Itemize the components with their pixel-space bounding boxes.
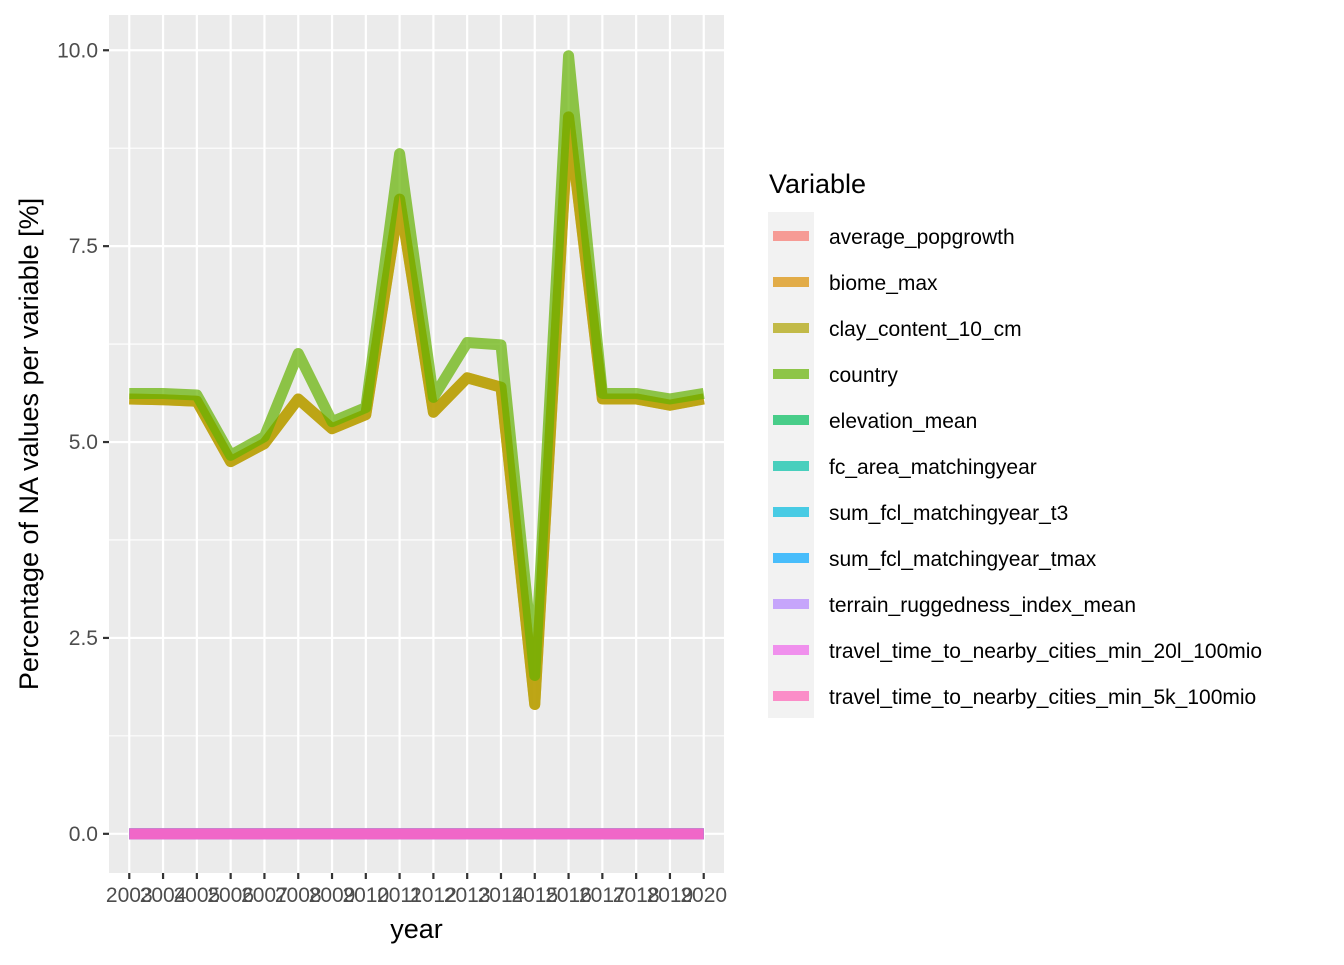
legend-title: Variable — [769, 169, 866, 199]
x-axis: 2003200420052006200720082009201020112012… — [106, 873, 727, 907]
legend-key-elevation_mean — [773, 415, 809, 425]
panel-background — [109, 15, 724, 873]
x-tick-label: 2017 — [579, 884, 626, 907]
legend-key-fc_area_matchingyear — [773, 461, 809, 471]
y-axis-label: Percentage of NA values per variable [%] — [14, 198, 44, 690]
x-tick-label: 2013 — [444, 884, 491, 907]
x-tick-label: 2004 — [140, 884, 187, 907]
legend-label-travel_time_to_nearby_cities_min_5k_100mio: travel_time_to_nearby_cities_min_5k_100m… — [829, 686, 1256, 709]
legend-items: average_popgrowth biome_max clay_content_1… — [773, 226, 1262, 709]
x-tick-label: 2020 — [680, 884, 727, 907]
x-tick-label: 2003 — [106, 884, 153, 907]
legend-label-biome_max: biome_max — [829, 272, 938, 295]
legend-key-terrain_ruggedness_index_mean — [773, 599, 809, 609]
legend-key-biome_max — [773, 277, 809, 287]
legend-key-sum_fcl_matchingyear_tmax — [773, 553, 809, 563]
x-tick-label: 2014 — [478, 884, 525, 907]
x-tick-label: 2006 — [207, 884, 254, 907]
legend-key-travel_time_to_nearby_cities_min_5k_100mio — [773, 691, 809, 701]
x-tick-label: 2011 — [377, 884, 422, 907]
legend-label-travel_time_to_nearby_cities_min_20l_100mio: travel_time_to_nearby_cities_min_20l_100… — [829, 640, 1262, 663]
x-axis-label: year — [390, 914, 443, 944]
x-tick-label: 2015 — [511, 884, 558, 907]
x-tick-label: 2008 — [275, 884, 322, 907]
series-line-country — [129, 50, 705, 682]
series-layer — [129, 50, 705, 840]
x-tick-label: 2019 — [647, 884, 694, 907]
y-tick-label: 10.0 — [57, 39, 98, 62]
legend-label-fc_area_matchingyear: fc_area_matchingyear — [829, 456, 1037, 479]
legend-key-average_popgrowth — [773, 231, 809, 241]
legend-key-country — [773, 369, 809, 379]
x-tick-label: 2010 — [342, 884, 389, 907]
legend: Variable average_popgrowth biome_max clay_… — [768, 169, 1262, 718]
legend-label-elevation_mean: elevation_mean — [829, 410, 977, 433]
legend-key-clay_content_10_cm — [773, 323, 809, 333]
y-tick-label: 5.0 — [69, 431, 98, 454]
y-tick-label: 0.0 — [69, 823, 98, 846]
x-tick-label: 2012 — [410, 884, 457, 907]
x-tick-label: 2016 — [545, 884, 592, 907]
legend-label-average_popgrowth: average_popgrowth — [829, 226, 1015, 249]
x-tick-label: 2005 — [173, 884, 220, 907]
legend-label-sum_fcl_matchingyear_t3: sum_fcl_matchingyear_t3 — [829, 502, 1068, 525]
y-tick-label: 2.5 — [69, 627, 98, 650]
legend-label-country: country — [829, 364, 898, 387]
x-tick-label: 2018 — [613, 884, 660, 907]
y-axis: 0.0 2.5 5.0 7.5 10.0 — [57, 39, 109, 846]
legend-label-clay_content_10_cm: clay_content_10_cm — [829, 318, 1022, 341]
x-tick-label: 2007 — [241, 884, 288, 907]
legend-key-sum_fcl_matchingyear_t3 — [773, 507, 809, 517]
legend-label-terrain_ruggedness_index_mean: terrain_ruggedness_index_mean — [829, 594, 1136, 617]
y-tick-label: 7.5 — [69, 235, 98, 258]
legend-key-travel_time_to_nearby_cities_min_20l_100mio — [773, 645, 809, 655]
legend-label-sum_fcl_matchingyear_tmax: sum_fcl_matchingyear_tmax — [829, 548, 1097, 571]
x-tick-label: 2009 — [309, 884, 356, 907]
